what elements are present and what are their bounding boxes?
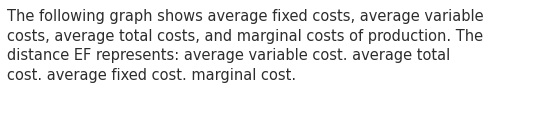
Text: The following graph shows average fixed costs, average variable
costs, average t: The following graph shows average fixed … (7, 9, 484, 83)
